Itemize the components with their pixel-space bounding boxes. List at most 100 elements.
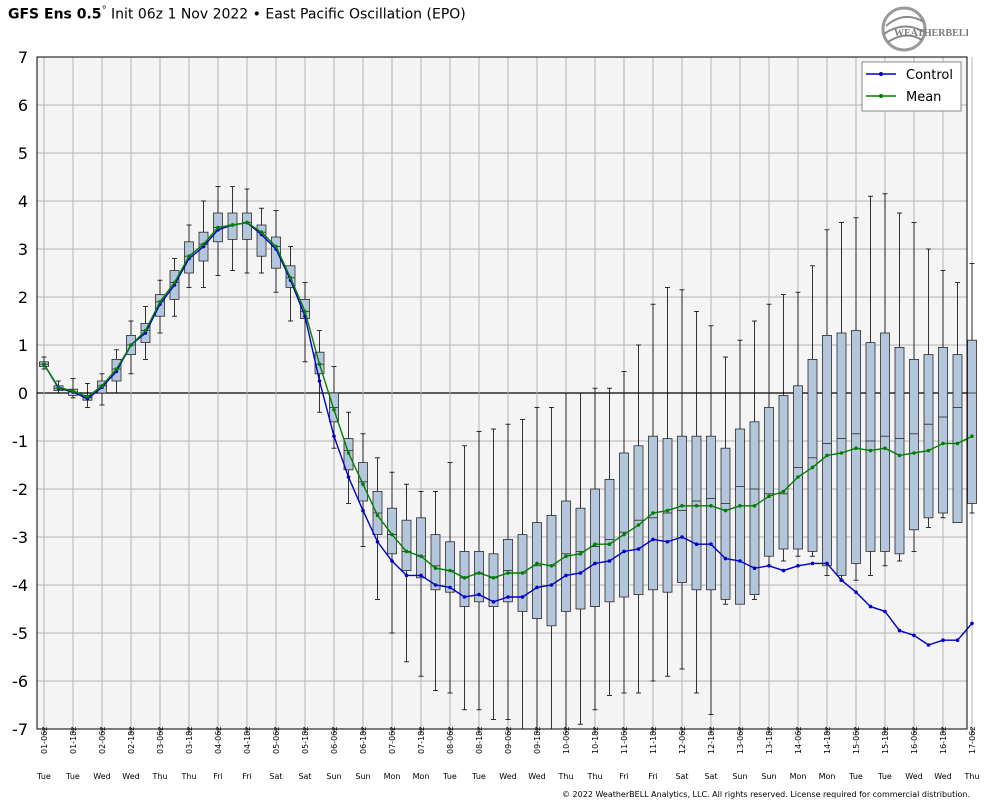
x-tick-day-label: Sat [675, 772, 688, 781]
series-point-mean [593, 542, 597, 546]
box-iqr [546, 515, 557, 627]
series-point-control [970, 621, 974, 626]
series-point-mean [375, 513, 380, 518]
series-point-mean [912, 451, 916, 455]
x-tick-date-label: 07-06z [388, 727, 397, 754]
series-point-mean [651, 511, 655, 515]
box-iqr [923, 354, 934, 519]
x-tick-day-label: Thu [963, 772, 979, 781]
series-point-control [593, 561, 597, 566]
x-tick-day-label: Tue [848, 772, 863, 781]
x-tick-day-label: Sat [704, 772, 717, 781]
series-point-control [883, 609, 887, 614]
x-tick-day-label: Sun [732, 772, 747, 781]
x-tick-day-label: Sun [326, 772, 341, 781]
x-tick-day-label: Thu [557, 772, 573, 781]
box-iqr [735, 428, 745, 605]
logo-text: WEATHERBELL [894, 28, 968, 39]
x-tick-date-label: 01-06z [40, 727, 49, 754]
x-tick-day-label: Sun [761, 772, 776, 781]
series-point-mean [303, 309, 307, 314]
series-point-mean [332, 408, 336, 412]
x-tick-day-label: Fri [619, 772, 629, 781]
series-point-control [651, 537, 655, 542]
series-point-control [549, 583, 554, 587]
series-point-mean [462, 576, 467, 580]
series-point-mean [201, 242, 206, 246]
series-point-control [665, 540, 670, 544]
y-tick-label: -5 [12, 624, 28, 643]
chart-title: GFS Ens 0.5° Init 06z 1 Nov 2022 • East … [8, 5, 466, 23]
series-point-mean [520, 571, 525, 575]
box-iqr [474, 551, 484, 603]
box-iqr [416, 517, 426, 579]
box-iqr [488, 553, 499, 607]
y-tick-label: 0 [18, 384, 28, 403]
x-tick-day-label: Fri [242, 772, 252, 781]
series-point-control [723, 556, 728, 561]
series-point-mean [404, 549, 409, 554]
series-point-control [810, 561, 815, 566]
series-point-mean [71, 389, 75, 393]
series-point-mean [665, 508, 670, 513]
y-tick-label: 1 [18, 336, 28, 355]
series-point-mean [491, 576, 496, 580]
series-point-mean [172, 280, 177, 285]
x-tick-day-label: Mon [384, 772, 401, 781]
series-point-mean [738, 504, 742, 508]
series-point-mean [564, 554, 568, 558]
legend-box [861, 61, 962, 112]
series-point-control [839, 578, 844, 582]
series-point-control [941, 638, 945, 642]
y-tick-label: 4 [18, 192, 28, 211]
box-iqr [938, 346, 948, 514]
x-tick-date-label: 05-06z [272, 727, 281, 754]
x-tick-date-label: 14-18z [823, 727, 832, 754]
x-tick-date-label: 16-18z [939, 727, 948, 754]
x-tick-day-label: Wed [93, 772, 110, 781]
box-iqr [865, 342, 876, 552]
y-tick-label: 7 [18, 48, 28, 67]
series-point-control [680, 535, 684, 539]
x-tick-day-label: Sat [298, 772, 311, 781]
series-point-mean [259, 230, 264, 234]
series-point-mean [346, 451, 351, 455]
series-point-mean [636, 523, 641, 527]
x-tick-date-label: 12-18z [707, 727, 716, 754]
x-tick-date-label: 10-18z [591, 727, 600, 754]
series-point-control [506, 595, 510, 599]
series-point-control [868, 604, 873, 609]
x-tick-day-label: Wed [122, 772, 139, 781]
series-point-mean [955, 441, 960, 446]
series-point-mean [868, 448, 873, 453]
box-iqr [778, 394, 789, 550]
series-point-control [709, 542, 713, 546]
series-point-control [433, 583, 438, 587]
series-point-mean [114, 367, 119, 371]
x-tick-day-label: Wed [905, 772, 922, 781]
x-tick-day-label: Thu [586, 772, 602, 781]
box-iqr [242, 212, 252, 240]
x-tick-day-label: Tue [442, 772, 457, 781]
series-point-mean [274, 244, 278, 249]
x-tick-date-label: 03-06z [156, 727, 165, 754]
series-point-mean [680, 504, 684, 508]
legend-label-mean: Mean [906, 90, 941, 105]
series-point-mean [767, 494, 771, 499]
series-point-mean [970, 434, 974, 439]
series-point-mean [796, 475, 800, 479]
x-tick-date-label: 15-18z [881, 727, 890, 754]
box-iqr [967, 339, 977, 504]
series-point-control [622, 549, 626, 554]
x-tick-day-label: Tue [471, 772, 486, 781]
box-iqr [619, 452, 629, 598]
series-point-control [607, 559, 612, 563]
plot-frame [36, 56, 968, 730]
series-point-mean [100, 384, 104, 388]
series-point-mean [448, 568, 452, 573]
series-point-control [535, 585, 539, 590]
y-tick-label: 2 [18, 288, 28, 307]
series-point-mean [694, 504, 699, 508]
series-point-control [332, 434, 336, 439]
